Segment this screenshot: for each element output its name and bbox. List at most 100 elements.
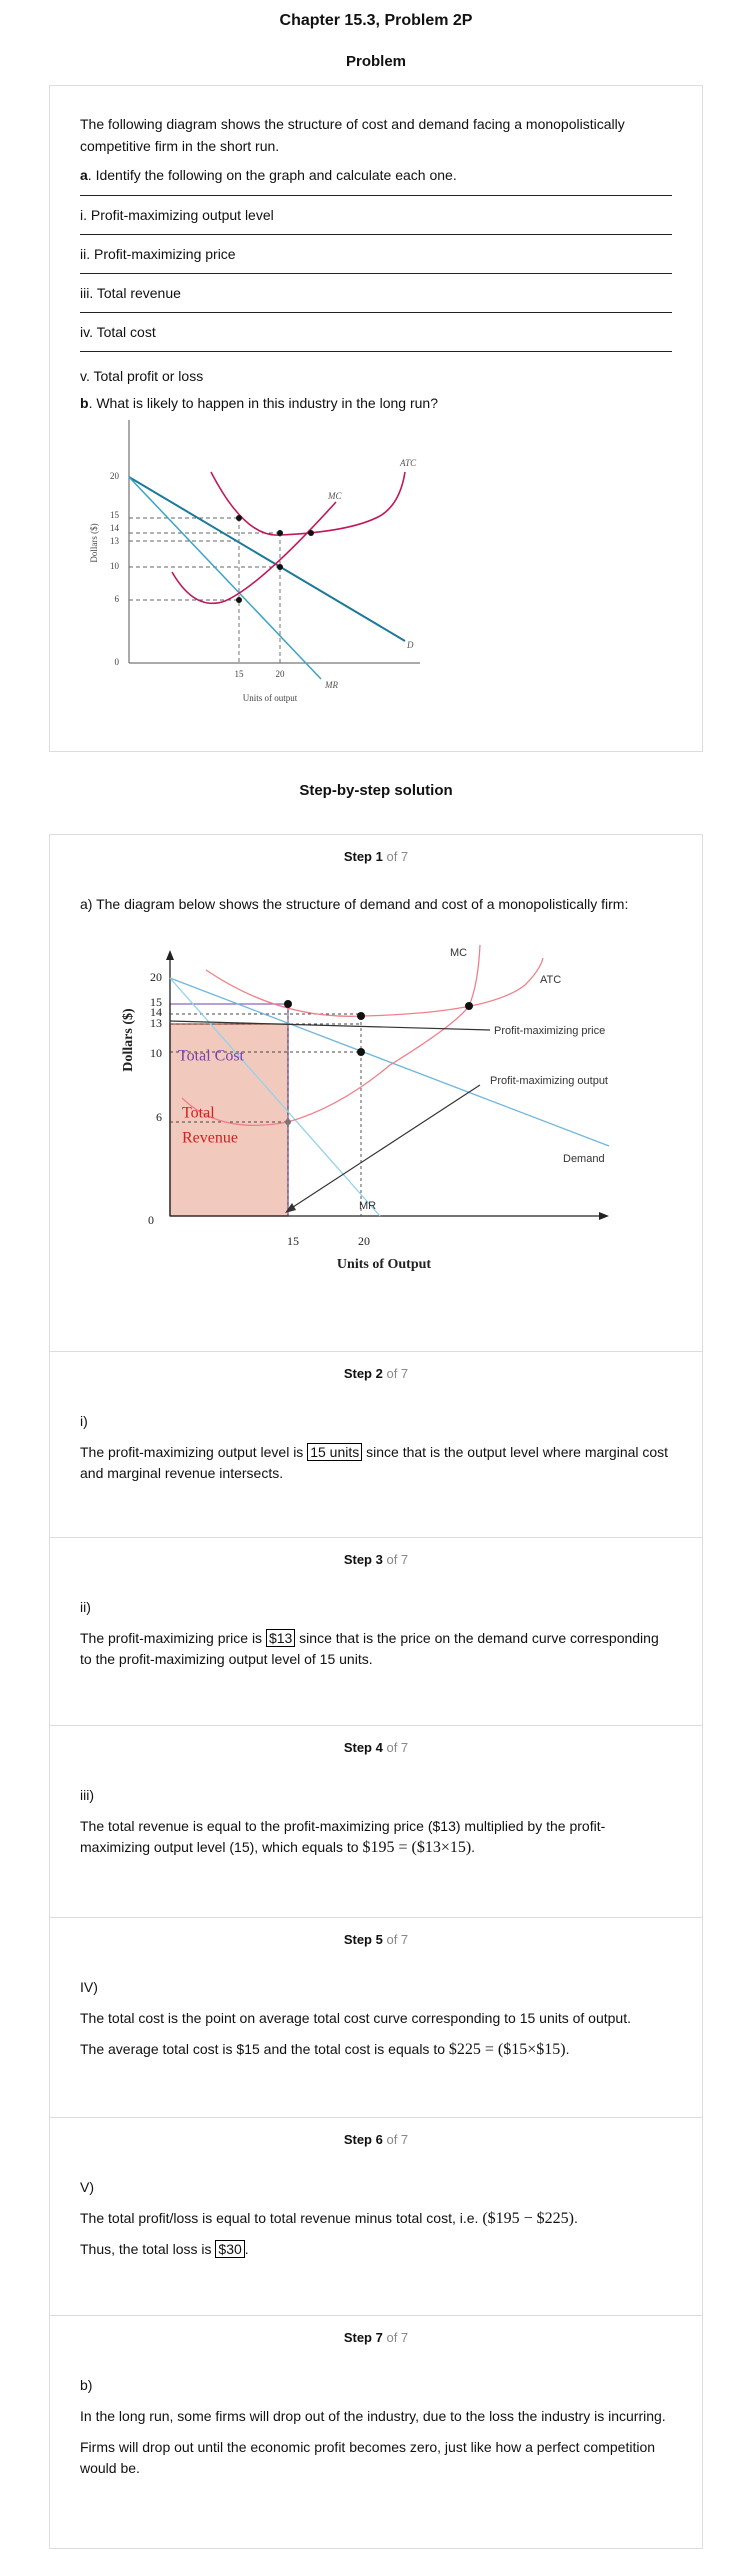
formula: $195 = ($13×15) xyxy=(362,1839,472,1856)
step-header: Step 7 of 7 xyxy=(50,2328,702,2348)
step-text: The total profit/loss is equal to total … xyxy=(80,2208,672,2229)
step-body: iii) The total revenue is equal to the p… xyxy=(80,1785,672,1868)
text: . xyxy=(565,2041,570,2057)
axis-arrow xyxy=(166,950,174,960)
y-tick-label: 13 xyxy=(110,536,120,546)
axis-arrow xyxy=(599,1212,609,1220)
text: The total profit/loss is equal to total … xyxy=(80,2210,483,2226)
step-label: Step 6 xyxy=(343,2132,383,2147)
step-body: b) In the long run, some firms will drop… xyxy=(80,2375,672,2489)
x-axis-label: Units of Output xyxy=(337,1257,431,1272)
y-tick-label: 13 xyxy=(150,1016,162,1030)
step-part: iii) xyxy=(80,1787,94,1803)
y-axis-label: Dollars ($) xyxy=(89,523,99,562)
point xyxy=(357,1048,365,1056)
step-text: The profit-maximizing price is $13 since… xyxy=(80,1628,672,1670)
solution-title: Step-by-step solution xyxy=(299,782,453,799)
part-label: a xyxy=(80,167,88,183)
step-count: of 7 xyxy=(386,2132,409,2147)
step: Step 1 of 7 a) The diagram below shows t… xyxy=(50,835,702,1351)
point xyxy=(357,1012,365,1020)
curve-label: MC xyxy=(327,491,342,501)
pointer-arrow xyxy=(285,1203,296,1213)
curve-label: MR xyxy=(324,680,338,690)
step-count: of 7 xyxy=(386,1932,409,1947)
question-item: i. Profit-maximizing output level xyxy=(80,195,672,234)
step-label: Step 7 xyxy=(343,2330,383,2345)
text: The profit-maximizing output level is xyxy=(80,1444,308,1460)
mr-curve xyxy=(169,977,381,1217)
part-text: . Identify the following on the graph an… xyxy=(87,167,457,183)
step-label: Step 5 xyxy=(343,1932,383,1947)
mr-curve xyxy=(128,476,322,680)
step-label: Step 2 xyxy=(343,1366,383,1381)
x-tick-label: 15 xyxy=(235,669,245,679)
step-header: Step 4 of 7 xyxy=(50,1738,702,1758)
step: Step 3 of 7 ii) The profit-maximizing pr… xyxy=(50,1537,702,1725)
section-title: Problem xyxy=(345,53,406,70)
step: Step 6 of 7 V) The total profit/loss is … xyxy=(50,2117,702,2315)
y-tick-label: 20 xyxy=(110,471,120,481)
step-count: of 7 xyxy=(386,849,409,864)
x-tick-label: 15 xyxy=(287,1234,299,1248)
text: Thus, the total loss is xyxy=(80,2241,216,2257)
y-tick-label: 6 xyxy=(115,594,120,604)
step-part: b) xyxy=(80,2377,93,2393)
part-label: b xyxy=(80,395,89,411)
curve-label: Demand xyxy=(563,1153,605,1165)
total-revenue-area xyxy=(169,1023,289,1217)
step: Step 4 of 7 iii) The total revenue is eq… xyxy=(50,1725,702,1917)
point xyxy=(236,597,242,603)
pointer-line xyxy=(169,1020,491,1031)
point xyxy=(308,530,314,536)
step-text: a) The diagram below shows the structure… xyxy=(80,896,629,912)
step: Step 7 of 7 b) In the long run, some fir… xyxy=(50,2315,702,2554)
problem-diagram: 20 15 14 13 10 6 0 15 20 Units of output… xyxy=(89,420,420,703)
y-tick-label: 0 xyxy=(148,1213,154,1227)
area-label: Total Cost xyxy=(178,1048,245,1065)
step-part: V) xyxy=(80,2179,94,2195)
part-text: . What is likely to happen in this indus… xyxy=(88,395,438,411)
text: The total revenue is equal to the profit… xyxy=(80,1818,606,1855)
step-text: Firms will drop out until the economic p… xyxy=(80,2439,656,2476)
solution-diagram: 20 15 14 13 10 6 0 15 20 Units of Output… xyxy=(121,944,610,1272)
area-label: Total xyxy=(182,1105,215,1122)
mc-curve xyxy=(171,501,337,605)
text: since that is the price on the demand cu… xyxy=(80,1630,659,1667)
y-tick-label: 14 xyxy=(110,523,120,533)
formula: ($195 − $225) xyxy=(482,2210,575,2227)
question-item: ii. Profit-maximizing price xyxy=(80,234,672,273)
answer-box: $13 xyxy=(265,1629,296,1647)
problem-intro: The following diagram shows the structur… xyxy=(80,116,625,154)
part-b: b. What is likely to happen in this indu… xyxy=(80,392,672,414)
area-label: Revenue xyxy=(182,1130,238,1147)
curve-label: MC xyxy=(450,947,467,959)
point xyxy=(277,564,283,570)
point xyxy=(277,530,283,536)
point xyxy=(465,1002,473,1010)
y-tick-label: 15 xyxy=(110,510,120,520)
text: . xyxy=(244,2241,249,2257)
x-axis-label: Units of output xyxy=(243,693,298,703)
text: The average total cost is $15 and the to… xyxy=(80,2041,449,2057)
step-label: Step 3 xyxy=(343,1552,383,1567)
curve-label: D xyxy=(406,640,414,650)
text: The profit-maximizing price is xyxy=(80,1630,266,1646)
text: since that is the output level where mar… xyxy=(80,1444,669,1481)
y-tick-label: 10 xyxy=(110,561,120,571)
part-a: a. Identify the following on the graph a… xyxy=(80,164,672,186)
curve-label: ATC xyxy=(540,974,561,986)
atc-curve xyxy=(210,471,406,536)
atc-curve xyxy=(205,957,544,1017)
step-body: V) The total profit/loss is equal to tot… xyxy=(80,2177,672,2270)
note-label: Profit-maximizing output xyxy=(490,1075,608,1087)
step-header: Step 1 of 7 xyxy=(50,847,702,867)
x-tick-label: 20 xyxy=(358,1234,370,1248)
step-header: Step 2 of 7 xyxy=(50,1364,702,1384)
mc-curve xyxy=(181,944,481,1127)
answer-box: 15 units xyxy=(307,1443,363,1461)
step-part: ii) xyxy=(80,1599,91,1615)
step-part: i) xyxy=(80,1413,88,1429)
y-tick-label: 6 xyxy=(156,1110,162,1124)
question-item: iv. Total cost xyxy=(80,312,672,351)
